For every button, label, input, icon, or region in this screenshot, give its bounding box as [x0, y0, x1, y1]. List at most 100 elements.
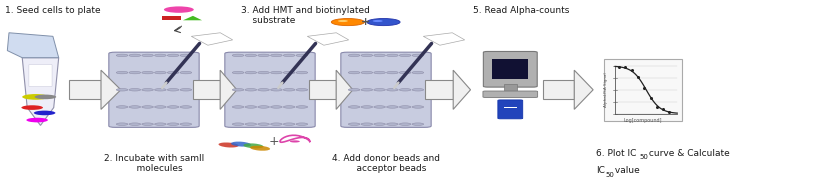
Text: 4. Add donor beads and
    acceptor beads: 4. Add donor beads and acceptor beads: [332, 154, 440, 173]
Circle shape: [349, 106, 360, 108]
Circle shape: [232, 89, 244, 91]
Text: curve & Calculate: curve & Calculate: [647, 148, 730, 158]
Circle shape: [399, 123, 411, 125]
Circle shape: [142, 123, 154, 125]
Circle shape: [373, 20, 383, 22]
FancyBboxPatch shape: [603, 59, 682, 121]
Ellipse shape: [243, 143, 263, 148]
Circle shape: [387, 89, 398, 91]
Text: +: +: [361, 17, 370, 27]
Circle shape: [374, 54, 385, 57]
Circle shape: [296, 106, 308, 108]
Polygon shape: [423, 33, 465, 45]
Circle shape: [168, 54, 179, 57]
Circle shape: [361, 71, 373, 74]
Circle shape: [154, 54, 166, 57]
Text: +: +: [269, 135, 280, 148]
Circle shape: [168, 106, 179, 108]
Polygon shape: [101, 70, 121, 109]
Circle shape: [283, 71, 295, 74]
Circle shape: [180, 123, 192, 125]
Text: 1. Seed cells to plate: 1. Seed cells to plate: [5, 6, 100, 15]
Circle shape: [154, 71, 166, 74]
Circle shape: [399, 106, 411, 108]
Circle shape: [271, 89, 282, 91]
Circle shape: [374, 89, 385, 91]
Circle shape: [116, 89, 128, 91]
Circle shape: [374, 106, 385, 108]
Circle shape: [34, 111, 56, 115]
Circle shape: [413, 106, 423, 108]
Circle shape: [116, 123, 128, 125]
Circle shape: [35, 94, 56, 99]
Text: AlphaLISA Signal: AlphaLISA Signal: [604, 73, 608, 107]
Ellipse shape: [231, 142, 251, 147]
Circle shape: [142, 54, 154, 57]
Text: value: value: [613, 166, 640, 175]
Polygon shape: [574, 70, 593, 109]
Circle shape: [258, 89, 270, 91]
FancyBboxPatch shape: [498, 100, 523, 119]
Circle shape: [338, 20, 348, 22]
FancyBboxPatch shape: [483, 51, 537, 87]
Circle shape: [142, 89, 154, 91]
Circle shape: [116, 71, 128, 74]
Circle shape: [349, 123, 360, 125]
Circle shape: [168, 89, 179, 91]
Circle shape: [164, 6, 193, 13]
Circle shape: [271, 71, 282, 74]
Circle shape: [27, 118, 48, 122]
Circle shape: [129, 89, 140, 91]
Text: 50: 50: [606, 172, 614, 178]
Circle shape: [413, 54, 423, 57]
Circle shape: [180, 71, 192, 74]
Circle shape: [142, 71, 154, 74]
Circle shape: [168, 123, 179, 125]
FancyBboxPatch shape: [504, 107, 517, 108]
Circle shape: [22, 94, 49, 100]
Circle shape: [22, 105, 43, 110]
FancyBboxPatch shape: [163, 16, 180, 20]
Circle shape: [413, 71, 423, 74]
Circle shape: [180, 89, 192, 91]
Circle shape: [387, 123, 398, 125]
Polygon shape: [193, 80, 220, 99]
Circle shape: [180, 106, 192, 108]
Circle shape: [232, 54, 244, 57]
Circle shape: [245, 54, 256, 57]
Text: 3. Add HMT and biotinylated
    substrate: 3. Add HMT and biotinylated substrate: [241, 6, 370, 25]
Circle shape: [129, 54, 140, 57]
Circle shape: [349, 54, 360, 57]
Circle shape: [232, 71, 244, 74]
Circle shape: [245, 106, 256, 108]
Circle shape: [399, 89, 411, 91]
Polygon shape: [7, 33, 59, 58]
Text: 2. Incubate with samll
    molecules: 2. Incubate with samll molecules: [104, 154, 204, 173]
Circle shape: [116, 54, 128, 57]
Circle shape: [283, 54, 295, 57]
Circle shape: [361, 54, 373, 57]
Circle shape: [245, 71, 256, 74]
Polygon shape: [425, 80, 453, 99]
Circle shape: [116, 106, 128, 108]
Polygon shape: [22, 58, 59, 125]
Circle shape: [296, 54, 308, 57]
Polygon shape: [544, 80, 574, 99]
Text: 6. Plot IC: 6. Plot IC: [596, 148, 636, 158]
Text: 5. Read Alpha-counts: 5. Read Alpha-counts: [473, 6, 569, 15]
Circle shape: [154, 123, 166, 125]
Polygon shape: [336, 70, 353, 109]
Circle shape: [245, 89, 256, 91]
Circle shape: [367, 19, 400, 26]
Circle shape: [349, 71, 360, 74]
Ellipse shape: [218, 143, 238, 148]
FancyBboxPatch shape: [225, 52, 315, 127]
Circle shape: [296, 89, 308, 91]
Circle shape: [361, 106, 373, 108]
Circle shape: [399, 71, 411, 74]
Circle shape: [283, 106, 295, 108]
Circle shape: [142, 106, 154, 108]
Circle shape: [271, 123, 282, 125]
Circle shape: [271, 54, 282, 57]
Circle shape: [413, 89, 423, 91]
